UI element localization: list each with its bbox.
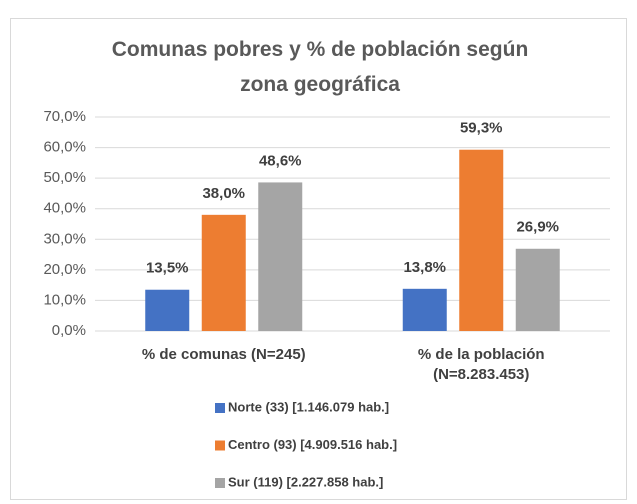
legend-label: Sur (119) [2.227.858 hab.] bbox=[228, 474, 383, 489]
y-tick-label: 30,0% bbox=[43, 230, 86, 247]
data-label: 13,5% bbox=[146, 260, 189, 277]
data-label: 26,9% bbox=[516, 219, 559, 236]
y-tick-label: 20,0% bbox=[43, 261, 86, 278]
y-tick-label: 0,0% bbox=[52, 322, 86, 339]
x-tick-label: % de comunas (N=245) bbox=[141, 346, 306, 363]
bar bbox=[258, 182, 303, 331]
y-tick-label: 60,0% bbox=[43, 139, 86, 156]
legend-swatch bbox=[215, 440, 225, 451]
legend-swatch bbox=[215, 403, 225, 413]
data-label: 13,8% bbox=[403, 259, 446, 276]
x-tick-label: % de la población (N=8.283.453) bbox=[417, 346, 545, 383]
bar bbox=[145, 289, 190, 331]
chart-title: Comunas pobres y % de población según zo… bbox=[111, 38, 529, 96]
data-label: 38,0% bbox=[202, 185, 245, 202]
y-tick-label: 10,0% bbox=[43, 291, 86, 308]
bar bbox=[515, 248, 560, 331]
bar bbox=[201, 214, 246, 331]
y-tick-label: 50,0% bbox=[43, 169, 86, 186]
y-tick-label: 70,0% bbox=[43, 108, 86, 125]
legend-label: Norte (33) [1.146.079 hab.] bbox=[228, 399, 389, 414]
bar bbox=[402, 288, 447, 331]
legend-swatch bbox=[215, 478, 225, 488]
data-label: 59,3% bbox=[460, 120, 503, 137]
data-label: 48,6% bbox=[259, 152, 302, 169]
y-tick-label: 40,0% bbox=[43, 200, 86, 217]
bar bbox=[459, 149, 504, 331]
legend-label: Centro (93) [4.909.516 hab.] bbox=[228, 437, 397, 452]
